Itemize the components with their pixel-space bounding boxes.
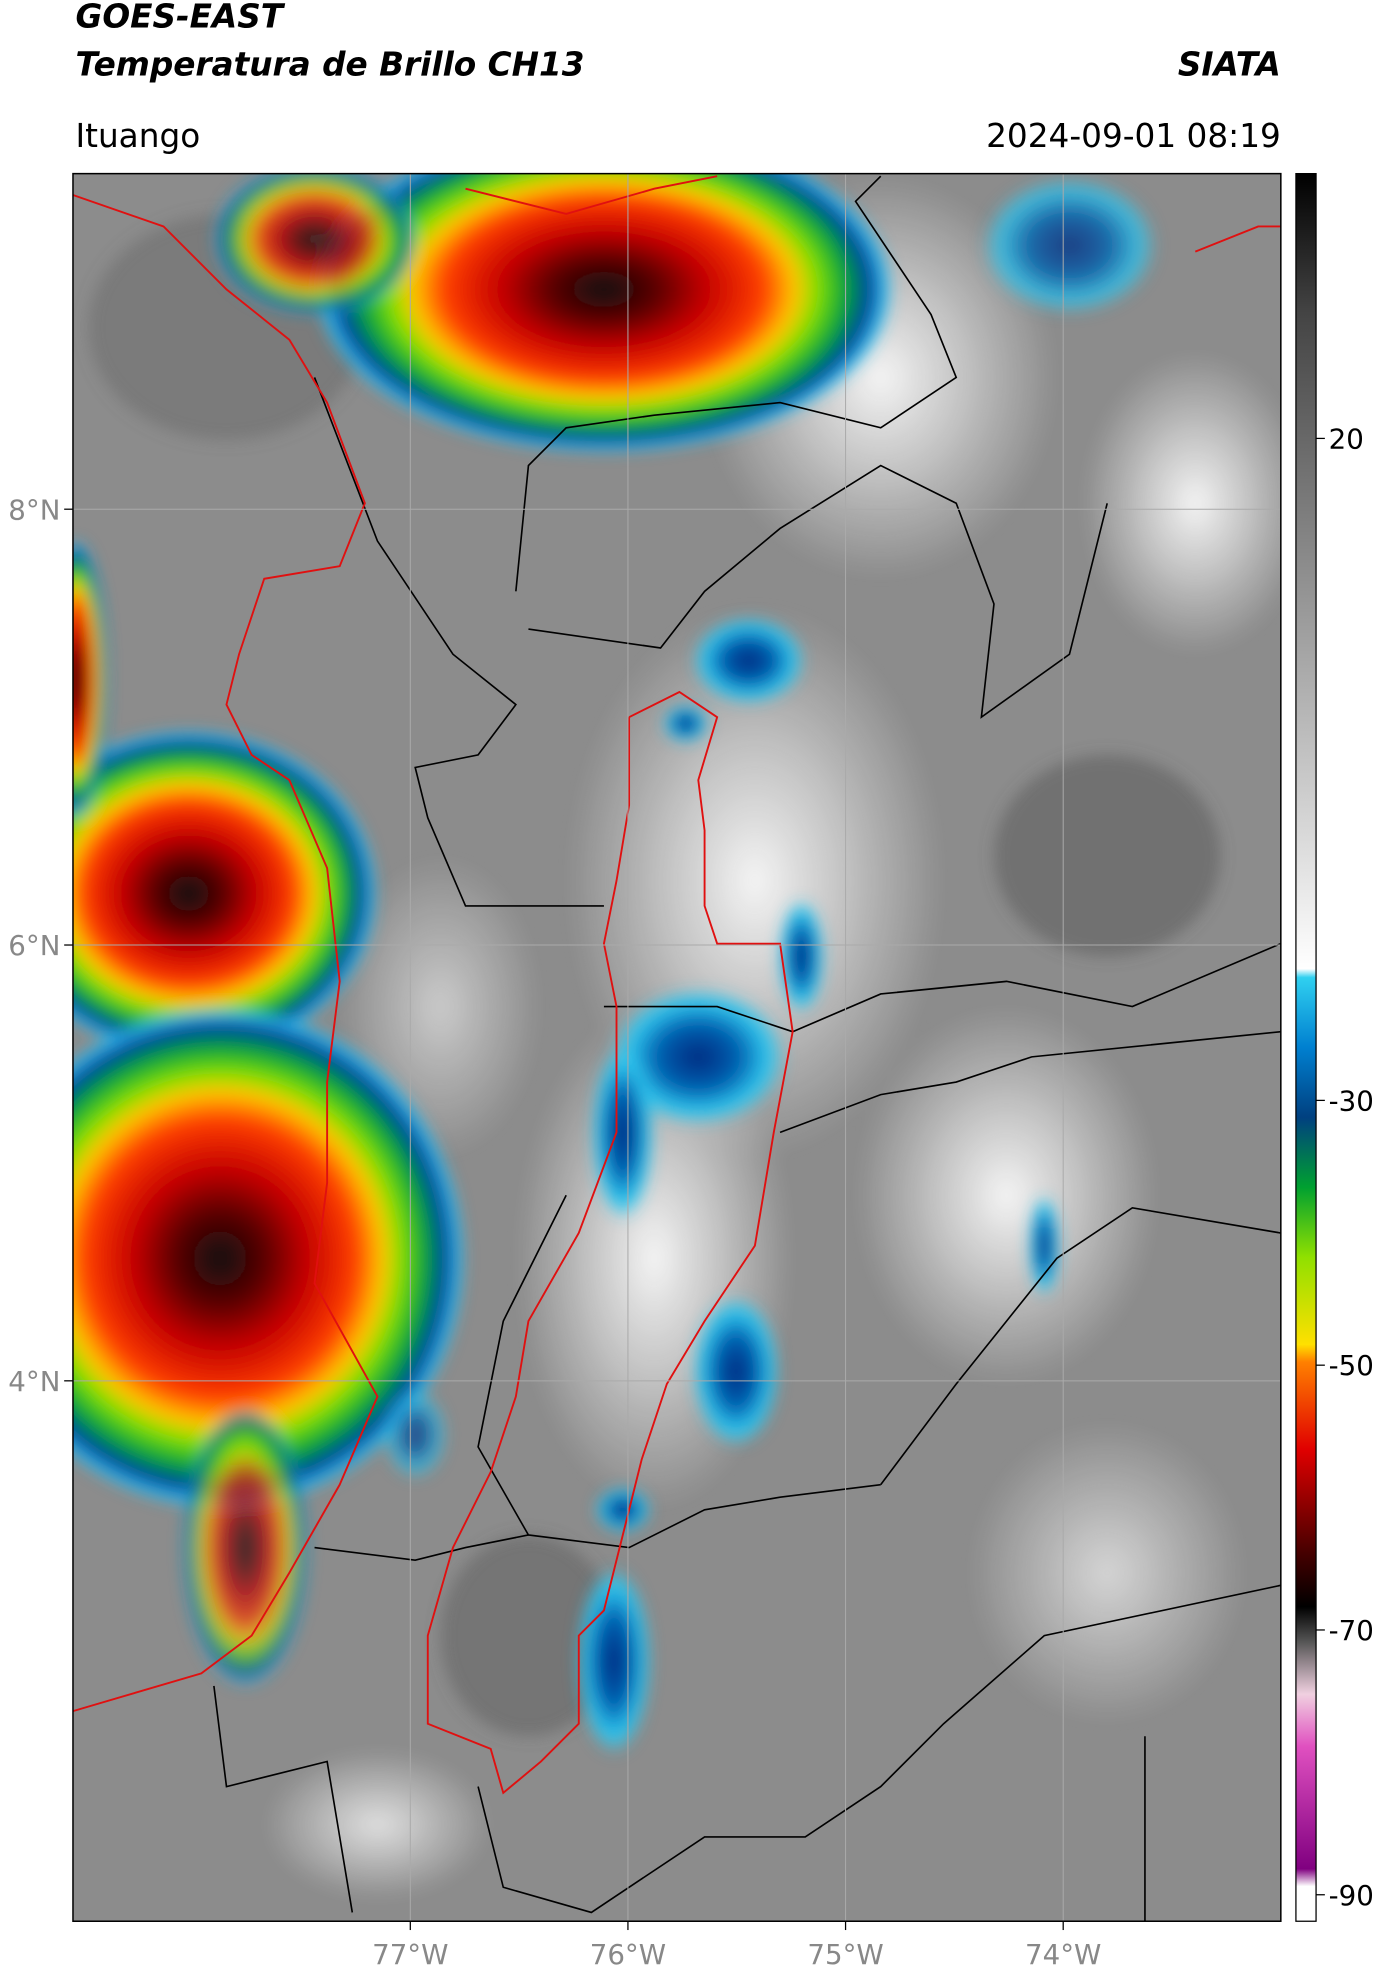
location: Ituango — [75, 117, 200, 155]
map-frame — [72, 172, 1282, 1922]
map-imagery — [72, 173, 1281, 1922]
antioquia-border — [72, 175, 1281, 1795]
colorbar — [1295, 172, 1317, 1922]
axes: 77°W 76°W 75°W 74°W 8°N 6°N 4°N — [8, 493, 1101, 1971]
subtitle: Temperatura de Brillo CH13 — [75, 45, 584, 83]
colorbar-axis: 20 -30 -50 -70 -90 — [1316, 422, 1374, 1912]
timestamp: 2024-09-01 08:19 — [986, 117, 1281, 155]
title: GOES-EAST — [75, 0, 285, 36]
convective-cells — [72, 173, 1158, 1756]
x-tick-label: 74°W — [1025, 1938, 1101, 1971]
x-tick-label: 75°W — [807, 1938, 883, 1971]
x-tick-label: 77°W — [372, 1938, 448, 1971]
colorbar-tick-label: 20 — [1329, 422, 1364, 455]
x-tick-label: 76°W — [590, 1938, 666, 1971]
colorbar-tick-label: -50 — [1329, 1349, 1374, 1382]
colorbar-tick-label: -30 — [1329, 1084, 1374, 1117]
brand: SIATA — [1178, 45, 1281, 83]
borders — [213, 175, 1281, 1922]
y-tick-label: 4°N — [8, 1365, 60, 1398]
y-tick-label: 6°N — [8, 929, 60, 962]
colorbar-tick-label: -70 — [1329, 1614, 1374, 1647]
y-tick-label: 8°N — [8, 493, 60, 526]
colorbar-tick-label: -90 — [1329, 1879, 1374, 1912]
grid — [72, 173, 1281, 1922]
